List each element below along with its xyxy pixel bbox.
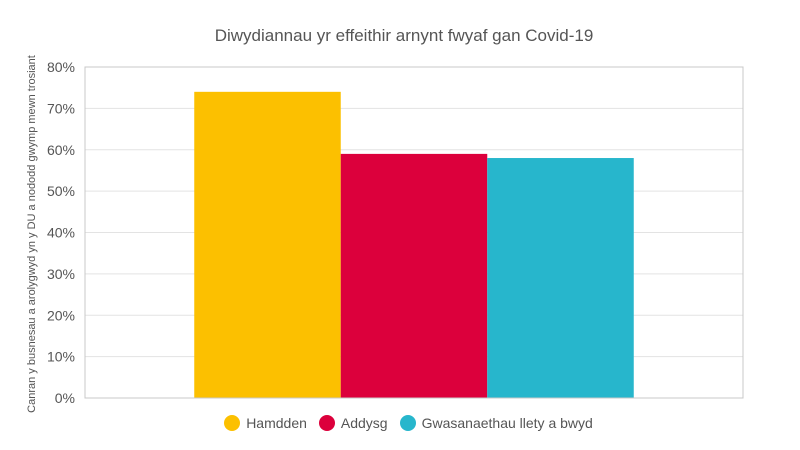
y-tick-label: 60%	[47, 142, 75, 158]
y-tick-label: 70%	[47, 100, 75, 116]
y-tick-label: 20%	[47, 307, 75, 323]
y-tick-label: 30%	[47, 266, 75, 282]
legend-item: Gwasanaethau llety a bwyd	[399, 415, 593, 431]
legend-swatch	[224, 415, 241, 431]
y-tick-label: 0%	[55, 390, 75, 406]
bars	[194, 91, 634, 398]
plot-area-border	[84, 66, 744, 399]
legend: Hamdden Addysg Gwasanaethau llety a bwyd	[0, 415, 800, 431]
legend-swatch	[318, 415, 335, 431]
legend-label: Addysg	[340, 415, 388, 431]
y-tick-label: 40%	[47, 225, 75, 241]
y-axis-ticks: 0% 10% 20% 30% 40% 50% 60% 70% 80%	[47, 59, 75, 406]
legend-label: Hamdden	[246, 415, 307, 431]
y-tick-label: 50%	[47, 183, 75, 199]
chart-title: Diwydiannau yr effeithir arnynt fwyaf ga…	[214, 26, 594, 45]
legend-label: Gwasanaethau llety a bwyd	[421, 415, 593, 431]
bar-hamdden	[194, 91, 341, 398]
bar-gwasanaethau-llety-a-bwyd	[487, 158, 634, 398]
legend-item: Addysg	[318, 415, 388, 431]
bar-addysg	[340, 153, 488, 398]
y-tick-label: 10%	[47, 349, 75, 365]
legend-swatch	[399, 415, 416, 431]
legend-item: Hamdden	[224, 415, 307, 431]
y-tick-label: 80%	[47, 59, 75, 75]
